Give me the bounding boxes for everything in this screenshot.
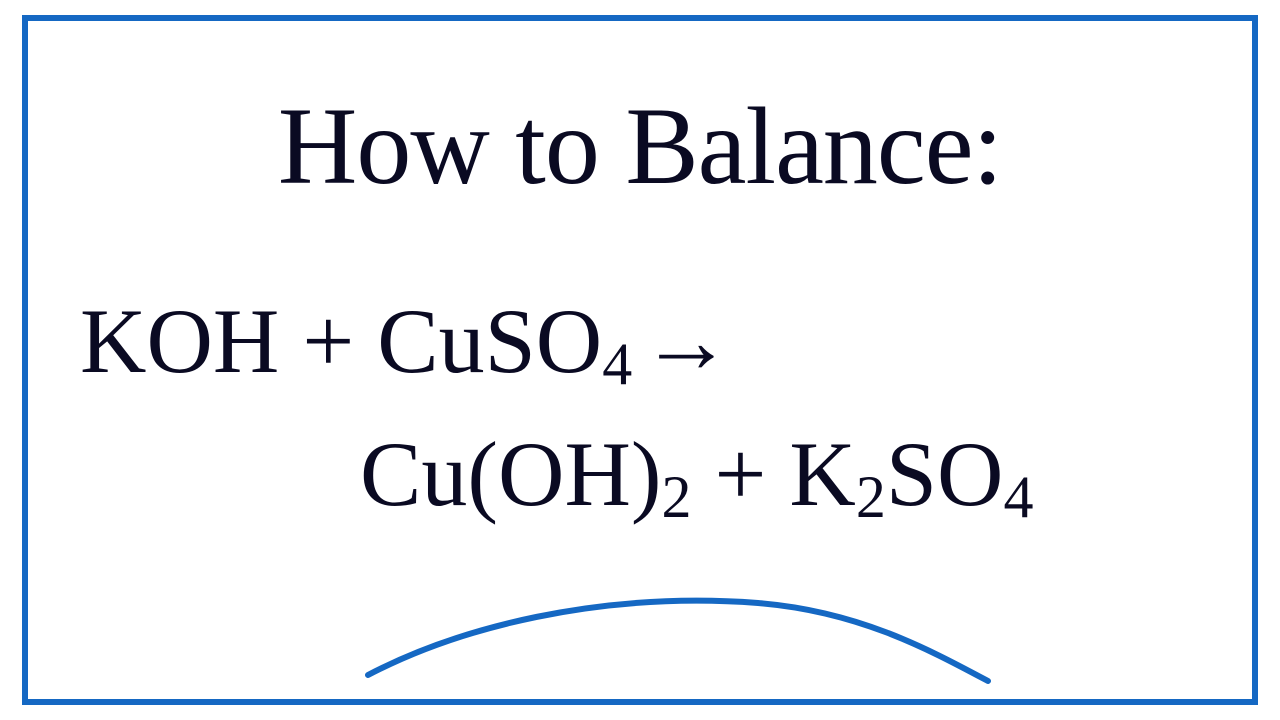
product-k2so4-sub2: 4 [1003, 464, 1033, 530]
swoosh-icon [358, 583, 998, 693]
reactant-cuso4-sub: 4 [602, 331, 632, 397]
equation-line-1: KOH + CuSO4→ [80, 275, 1230, 408]
product-cuoh2-base: Cu(OH) [360, 423, 662, 525]
swoosh-path [368, 601, 988, 681]
content-frame: How to Balance: KOH + CuSO4→ Cu(OH)2 + K… [22, 15, 1258, 705]
equation-line-2: Cu(OH)2 + K2SO4 [80, 408, 1230, 541]
product-k2so4-k: K [789, 423, 855, 525]
reactant-cuso4-base: CuSO [377, 290, 602, 392]
chemical-equation: KOH + CuSO4→ Cu(OH)2 + K2SO4 [80, 275, 1230, 542]
plus-sign: + [692, 423, 790, 525]
product-k2so4-so: SO [886, 423, 1004, 525]
plus-sign: + [279, 290, 377, 392]
product-k2so4-sub1: 2 [856, 464, 886, 530]
reactant-koh: KOH [80, 290, 279, 392]
reaction-arrow: → [640, 275, 732, 408]
page-title: How to Balance: [28, 83, 1252, 210]
product-cuoh2-sub: 2 [662, 464, 692, 530]
underline-swoosh [358, 583, 998, 693]
